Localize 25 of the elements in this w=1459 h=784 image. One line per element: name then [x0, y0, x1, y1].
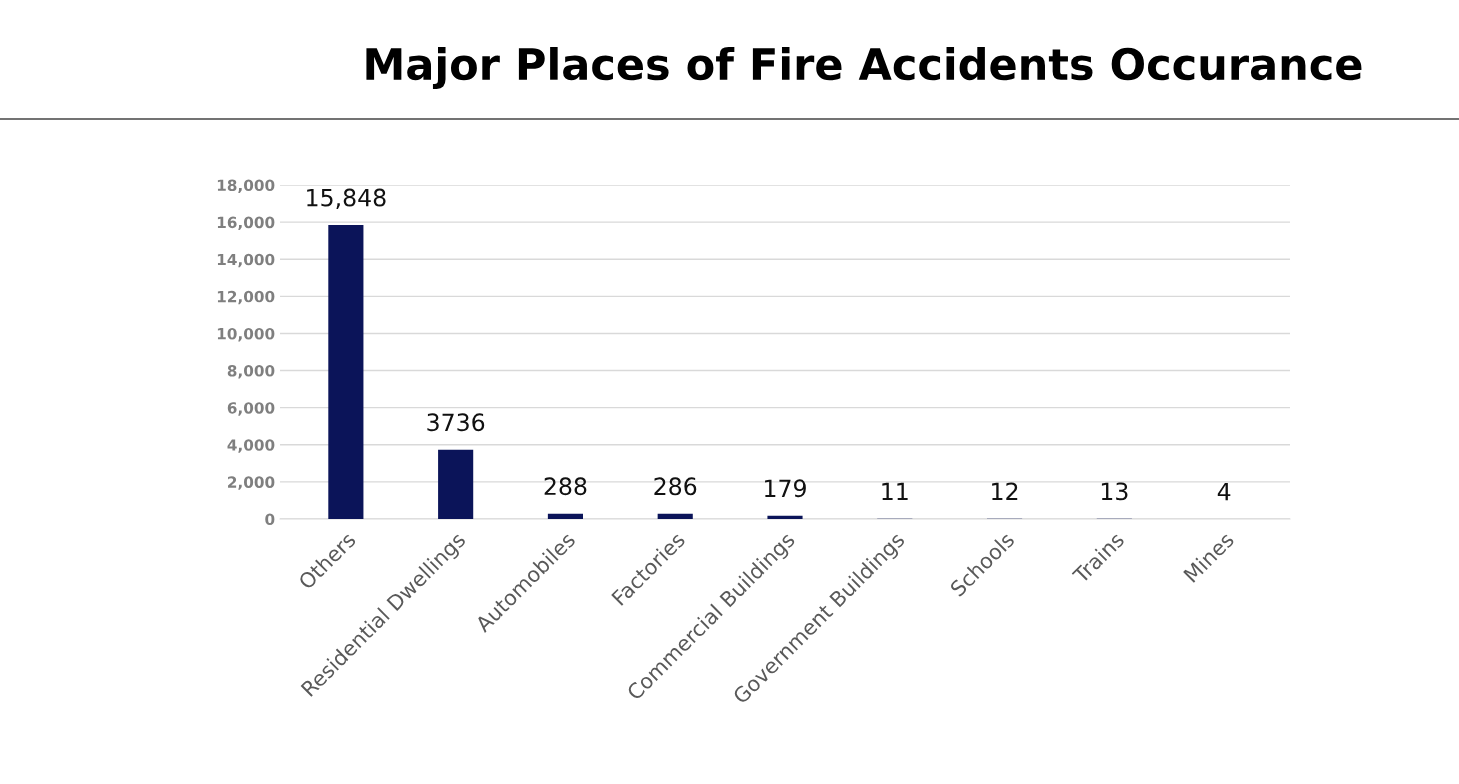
- data-label: 11: [882, 482, 908, 500]
- y-tick-label: 4,000: [227, 439, 275, 453]
- bar: [767, 515, 803, 519]
- bar: [547, 513, 583, 519]
- data-label: 179: [765, 479, 806, 498]
- bar: [328, 224, 364, 519]
- y-tick-label: 6,000: [227, 402, 275, 416]
- data-label: 4: [1217, 482, 1231, 501]
- y-tick-label: 12,000: [217, 290, 275, 305]
- y-tick-label: 8,000: [227, 365, 275, 379]
- data-label: 3736: [427, 413, 485, 432]
- y-tick-label: 0: [265, 513, 275, 526]
- data-label: 286: [654, 477, 697, 496]
- y-tick-label: 2,000: [228, 476, 275, 490]
- data-label: 13: [1101, 482, 1128, 501]
- y-tick-label: 10,000: [217, 327, 275, 342]
- y-tick-label: 18,000: [217, 179, 275, 193]
- bar: [657, 513, 693, 519]
- bar: [438, 449, 474, 519]
- y-tick-label: 16,000: [217, 216, 275, 231]
- y-tick-label: 14,000: [217, 253, 275, 268]
- chart-title: Major Places of Fire Accidents Occurance: [366, 47, 1362, 89]
- data-label: 12: [992, 482, 1018, 500]
- data-label: 15,848: [307, 188, 386, 209]
- data-label: 288: [544, 477, 587, 496]
